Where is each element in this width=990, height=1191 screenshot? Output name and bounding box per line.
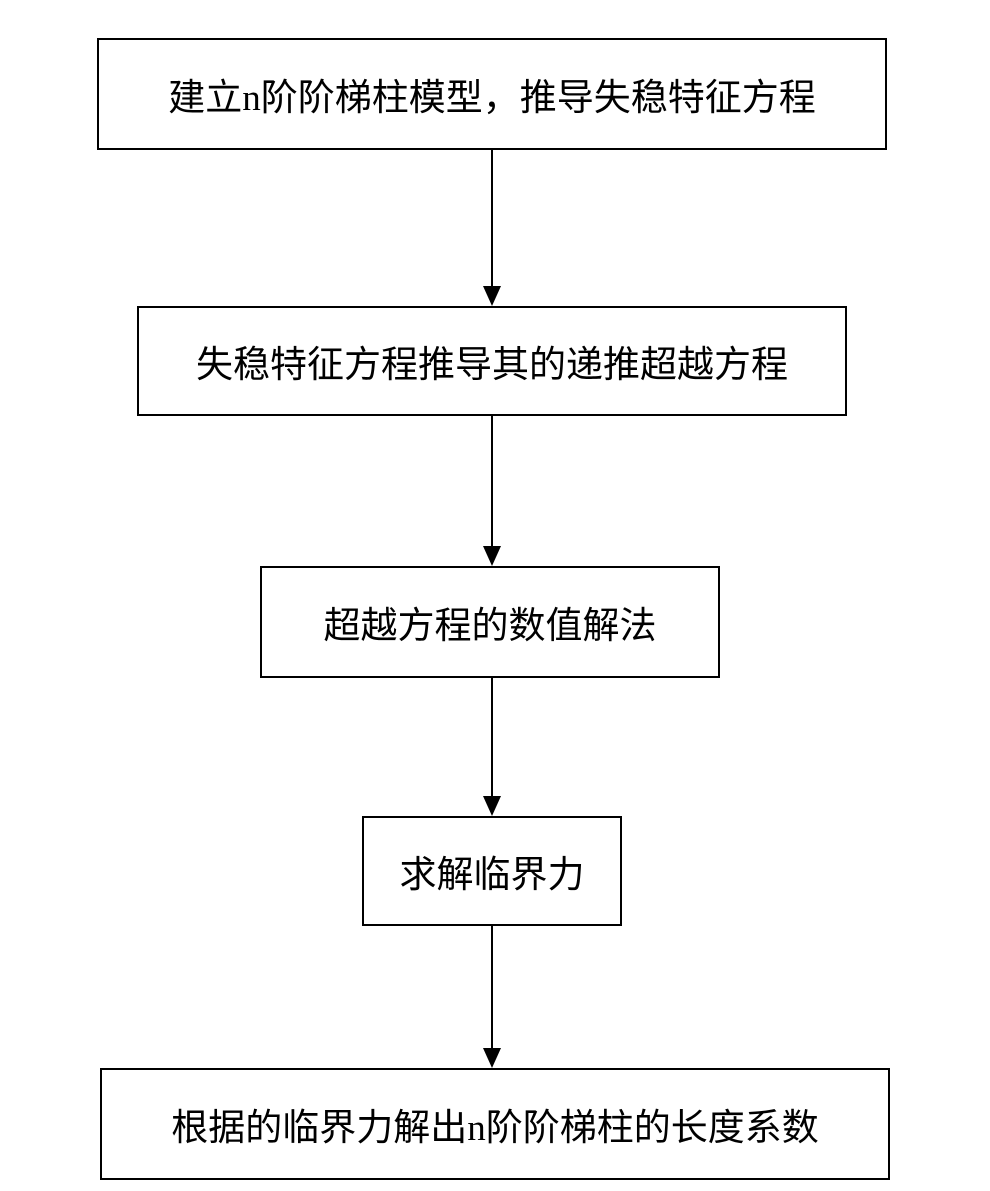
- flow-node-1: 建立n阶阶梯柱模型，推导失稳特征方程: [97, 38, 887, 150]
- flow-node-1-label: 建立n阶阶梯柱模型，推导失稳特征方程: [168, 67, 816, 121]
- flow-node-2: 失稳特征方程推导其的递推超越方程: [137, 306, 847, 416]
- flow-edge-3: [491, 678, 493, 796]
- arrow-down-icon: [483, 286, 501, 306]
- flow-node-2-label: 失稳特征方程推导其的递推超越方程: [196, 334, 788, 388]
- flow-edge-1: [491, 150, 493, 286]
- flow-node-4: 求解临界力: [362, 816, 622, 926]
- flow-node-3: 超越方程的数值解法: [260, 566, 720, 678]
- arrow-down-icon: [483, 1048, 501, 1068]
- arrow-down-icon: [483, 546, 501, 566]
- flow-node-5-label: 根据的临界力解出n阶阶梯柱的长度系数: [171, 1097, 819, 1151]
- flow-edge-4: [491, 926, 493, 1048]
- flow-node-5: 根据的临界力解出n阶阶梯柱的长度系数: [100, 1068, 890, 1180]
- flow-node-4-label: 求解临界力: [400, 844, 585, 898]
- flowchart-canvas: 建立n阶阶梯柱模型，推导失稳特征方程 失稳特征方程推导其的递推超越方程 超越方程…: [0, 0, 990, 1191]
- flow-node-3-label: 超越方程的数值解法: [324, 595, 657, 649]
- flow-edge-2: [491, 416, 493, 546]
- arrow-down-icon: [483, 796, 501, 816]
